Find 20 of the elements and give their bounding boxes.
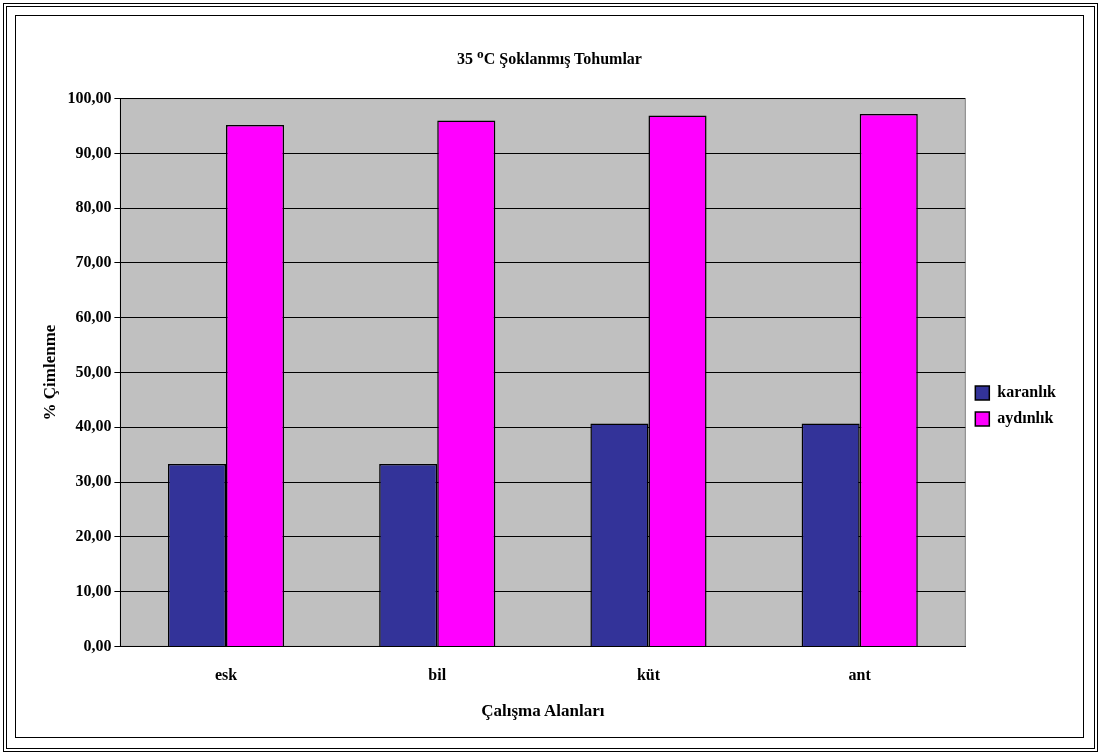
legend-label: karanlık (997, 383, 1057, 401)
y-tick-label: 80,00 (75, 198, 112, 216)
chart-title: 35 $^{o}$C Şoklanmış Tohumlar (456, 46, 643, 69)
y-tick-label: 20,00 (75, 526, 112, 544)
y-tick-label: 60,00 (75, 307, 112, 325)
y-tick-label: 0,00 (83, 636, 112, 654)
x-tick-label: esk (214, 666, 238, 684)
y-tick-label: 100,00 (67, 88, 112, 106)
legend-label: aydınlık (997, 409, 1054, 428)
y-tick-label: 40,00 (75, 417, 112, 435)
y-tick-label: 30,00 (75, 472, 112, 490)
x-axis-title: Çalışma Alanları (481, 701, 605, 721)
y-tick-label: 50,00 (75, 362, 112, 380)
y-tick-label: 70,00 (75, 253, 112, 271)
y-tick-label: 90,00 (75, 143, 112, 161)
x-tick-label: bil (428, 666, 447, 684)
x-tick-label: küt (636, 666, 661, 684)
y-axis-title: % Çimlenme (39, 324, 59, 421)
x-tick-label: ant (848, 666, 872, 684)
y-tick-label: 10,00 (75, 581, 112, 599)
